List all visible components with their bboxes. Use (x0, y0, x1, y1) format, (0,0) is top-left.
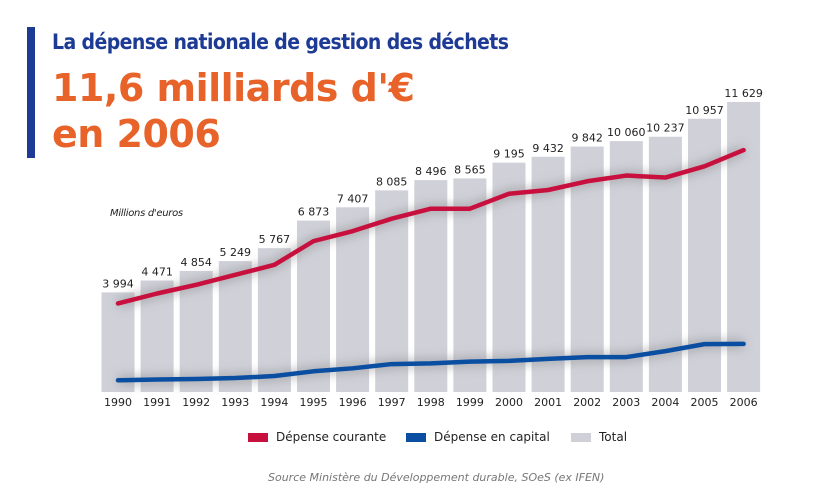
x-tick-label: 1999 (456, 396, 484, 409)
bar-value-label: 5 249 (220, 246, 252, 259)
x-tick-label: 2004 (651, 396, 679, 409)
bar-value-label: 10 957 (685, 104, 724, 117)
bar-value-label: 3 994 (102, 277, 134, 290)
x-tick-label: 1992 (182, 396, 210, 409)
x-tick-label: 1994 (260, 396, 288, 409)
bar-value-label: 9 432 (532, 142, 564, 155)
bar-value-label: 9 195 (493, 148, 525, 161)
bar-value-label: 4 471 (141, 266, 173, 279)
bar-total (609, 141, 643, 392)
legend-label: Dépense courante (276, 430, 387, 444)
legend-item-courante: Dépense courante (248, 430, 386, 444)
bar-value-label: 10 237 (646, 122, 685, 135)
x-tick-label: 1995 (300, 396, 328, 409)
x-tick-label: 1996 (339, 396, 367, 409)
bar-value-label: 11 629 (724, 87, 763, 100)
legend-label: Dépense en capital (434, 430, 550, 444)
x-tick-label: 2006 (730, 396, 758, 409)
bar-value-label: 8 496 (415, 165, 447, 178)
legend-item-total: Total (571, 430, 627, 444)
x-tick-label: 2003 (612, 396, 640, 409)
bar-value-label: 10 060 (607, 126, 646, 139)
legend-swatch-courante (248, 432, 268, 442)
x-tick-label: 1991 (143, 396, 171, 409)
line-depense-capital (115, 341, 746, 383)
source-note: Source Ministère du Développement durabl… (268, 471, 605, 484)
legend-label: Total (599, 430, 628, 444)
bar-total (727, 102, 761, 392)
bar-total (218, 261, 252, 392)
legend-swatch-capital (406, 432, 426, 442)
x-tick-label: 1997 (378, 396, 406, 409)
headline-year: en 2006 (52, 112, 221, 156)
line-depense-courante (115, 147, 746, 306)
bar-value-label: 8 565 (454, 163, 486, 176)
bar-value-label: 8 085 (376, 175, 408, 188)
bar-value-label: 4 854 (180, 256, 212, 269)
x-tick-label: 1990 (104, 396, 132, 409)
bar-value-label: 5 767 (259, 233, 291, 246)
y-unit-label: Millions d'euros (110, 208, 183, 219)
bar-total (453, 178, 487, 392)
accent-bar (27, 27, 35, 158)
x-tick-label: 2000 (495, 396, 523, 409)
x-tick-label: 1993 (221, 396, 249, 409)
x-tick-label: 1998 (417, 396, 445, 409)
x-tick-label: 2002 (573, 396, 601, 409)
legend-swatch-total (571, 432, 591, 442)
bar-value-label: 9 842 (571, 132, 603, 145)
bar-total (101, 292, 135, 392)
headline-amount: 11,6 milliards d'€ (52, 66, 415, 110)
bar-total (531, 156, 565, 392)
x-tick-label: 2005 (691, 396, 719, 409)
bar-value-label: 6 873 (298, 206, 330, 219)
x-tick-label: 2001 (534, 396, 562, 409)
chart-title: La dépense nationale de gestion des déch… (52, 30, 509, 54)
bar-value-label: 7 407 (337, 192, 369, 205)
legend-item-capital: Dépense en capital (406, 430, 550, 444)
